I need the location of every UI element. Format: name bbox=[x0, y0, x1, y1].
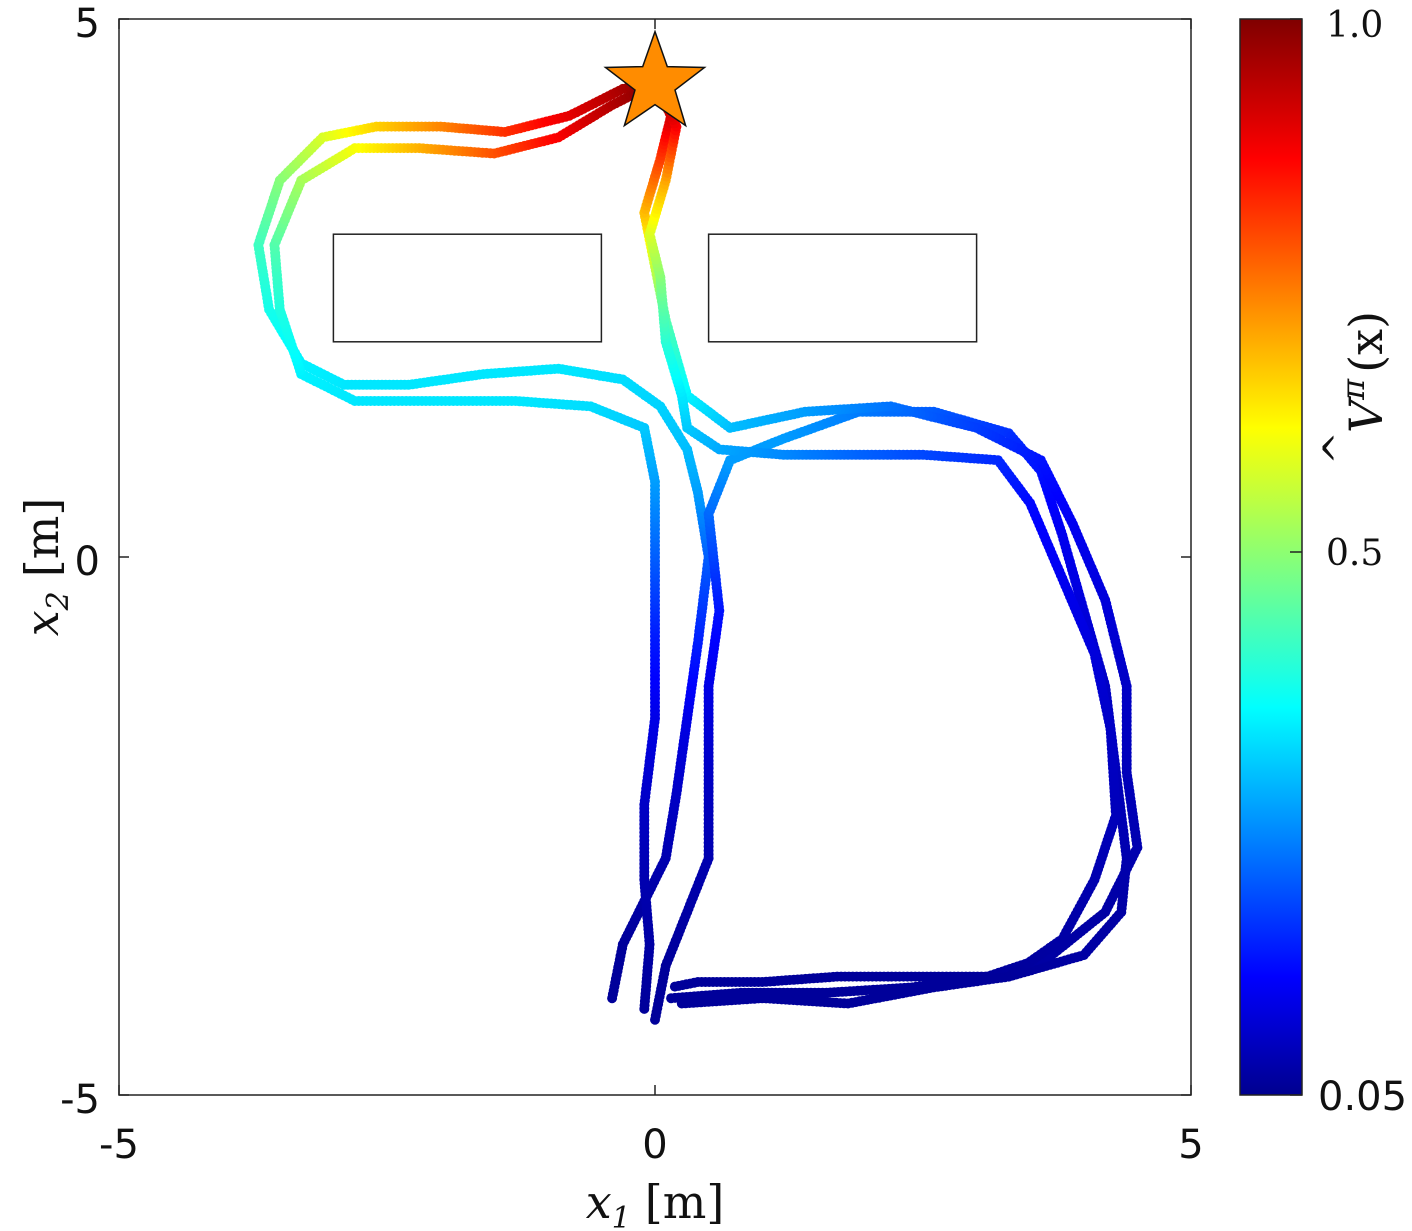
y-tick-label: 5 bbox=[75, 1, 100, 47]
goal-star-marker bbox=[603, 29, 707, 128]
colorbar bbox=[1239, 18, 1303, 1096]
colorbar-tick-label: 0.5 bbox=[1326, 533, 1383, 574]
y-tick-label: 0 bbox=[75, 539, 100, 585]
colorbar-tick-label: 1.0 bbox=[1326, 5, 1383, 46]
y-axis-label-unit: [m] bbox=[15, 498, 69, 578]
x-tick-label: -5 bbox=[99, 1122, 139, 1168]
y-tick-label: -5 bbox=[60, 1077, 100, 1123]
y-axis-label-subscript: 2 bbox=[41, 591, 76, 611]
colorbar-label-arg: (x) bbox=[1339, 311, 1393, 373]
y-axis-ticks bbox=[119, 18, 1191, 1096]
colorbar-ticks bbox=[1290, 18, 1302, 1096]
trajectory-point bbox=[669, 981, 680, 992]
x-tick-label: 5 bbox=[1178, 1122, 1203, 1168]
x-axis-label-unit: [m] bbox=[645, 1175, 725, 1229]
left-obstacle bbox=[332, 233, 603, 343]
trajectory-4 bbox=[269, 80, 660, 1014]
x-axis-label-var: x bbox=[586, 1175, 612, 1229]
y-axis-label-var: x bbox=[15, 610, 69, 636]
colorbar-label-superscript: π bbox=[1334, 378, 1372, 401]
trajectory-points bbox=[253, 79, 1143, 1025]
colorbar-label: Vπ (x) bbox=[1334, 311, 1393, 433]
colorbar-label-var: V bbox=[1339, 395, 1393, 433]
x-tick-label: 0 bbox=[642, 1122, 667, 1168]
y-axis-label: x2 [m] bbox=[15, 498, 76, 637]
colorbar-label-hat: ^ bbox=[1316, 431, 1362, 465]
x-axis-label: x1 [m] bbox=[586, 1175, 725, 1231]
right-obstacle bbox=[707, 233, 978, 343]
x-axis-label-subscript: 1 bbox=[612, 1201, 631, 1231]
colorbar-tick-label: 0.05 bbox=[1318, 1074, 1407, 1120]
x-axis-ticks bbox=[118, 19, 1192, 1095]
